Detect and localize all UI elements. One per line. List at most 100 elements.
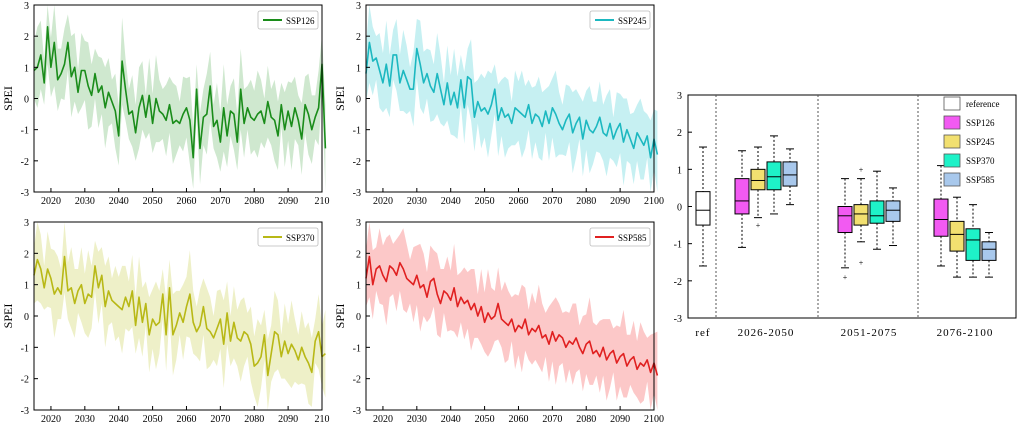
y-tick-label: 3 — [24, 218, 29, 229]
group-label: 2026-2050 — [738, 327, 795, 339]
series-line-ssp245 — [365, 41, 659, 159]
x-tick-label: 2070 — [542, 414, 562, 425]
legend: SSP126 — [257, 10, 319, 30]
x-tick-label: 2060 — [176, 196, 196, 207]
x-tick-label: 2030 — [407, 414, 427, 425]
uncertainty-band — [366, 222, 658, 410]
x-tick-label: 2040 — [109, 196, 129, 207]
x-tick-label: 2060 — [176, 414, 196, 425]
legend-box — [589, 10, 651, 30]
uncertainty-band — [34, 5, 326, 192]
y-tick-label: -2 — [353, 375, 361, 386]
y-tick-label: -3 — [674, 314, 682, 325]
y-tick-label: -3 — [21, 188, 29, 199]
box-2051-2075-SSP126: + — [837, 178, 853, 282]
y-tick-label: 0 — [24, 312, 29, 323]
y-tick-label: 2 — [24, 249, 29, 260]
x-tick-label: 2090 — [610, 414, 630, 425]
y-tick-label: 0 — [356, 95, 361, 106]
legend: SSP585 — [589, 227, 651, 247]
x-tick-label: 2090 — [610, 196, 630, 207]
y-tick-label: 2 — [677, 128, 682, 139]
y-tick-label: 3 — [356, 218, 361, 229]
box-ref-reference — [695, 146, 711, 267]
legend-label: SSP126 — [966, 118, 995, 128]
box-2076-2100-SSP585 — [981, 232, 997, 278]
box-2026-2050-SSP245: + — [750, 146, 766, 230]
legend-swatch-SSP245 — [943, 134, 961, 149]
box-body — [949, 220, 965, 252]
y-tick-label: -1 — [21, 126, 29, 137]
legend-label: SSP245 — [618, 16, 647, 26]
box-body — [734, 178, 750, 215]
y-tick-label: 1 — [24, 281, 29, 292]
legend-box — [257, 10, 319, 30]
outlier-marker: + — [843, 273, 848, 282]
y-tick-label: 2 — [356, 32, 361, 43]
x-tick-label: 2020 — [41, 196, 61, 207]
y-tick-label: -3 — [21, 406, 29, 417]
x-tick-label: 2100 — [644, 414, 664, 425]
box-2026-2050-SSP126 — [734, 150, 750, 248]
x-tick-label: 2040 — [109, 414, 129, 425]
uncertainty-band — [366, 5, 658, 192]
x-tick-label: 2050 — [143, 414, 163, 425]
x-tick-label: 2040 — [441, 196, 461, 207]
x-tick-label: 210 — [315, 414, 330, 425]
box-body — [981, 241, 997, 261]
box-body — [782, 161, 798, 187]
box-body — [766, 161, 782, 191]
y-tick-label: 2 — [24, 32, 29, 43]
x-tick-label: 2030 — [407, 196, 427, 207]
group-label: ref — [695, 327, 710, 339]
y-tick-label: 0 — [677, 203, 682, 214]
x-tick-label: 2040 — [441, 414, 461, 425]
y-tick-label: -1 — [353, 126, 361, 137]
legend-swatch-reference — [943, 96, 961, 111]
x-tick-label: 2020 — [41, 414, 61, 425]
box-2076-2100-SSP245 — [949, 196, 965, 278]
box-body — [965, 228, 981, 261]
x-tick-label: 2050 — [475, 196, 495, 207]
x-tick-label: 210 — [315, 196, 330, 207]
legend-label: SSP245 — [966, 137, 995, 147]
y-tick-label: 0 — [356, 312, 361, 323]
legend-label: SSP370 — [966, 156, 995, 166]
line-panel-ssp585: 3 2 1 0 -1 -2 -3 2020 2030 2040 2050 2060 2070 2080 20… — [333, 218, 664, 425]
box-2076-2100-SSP370 — [965, 204, 981, 278]
legend-label: SSP585 — [966, 175, 995, 185]
box-body — [853, 204, 869, 226]
box-2026-2050-SSP370 — [766, 135, 782, 215]
x-tick-label: 2020 — [373, 414, 393, 425]
x-tick-label: 2050 — [475, 414, 495, 425]
y-axis-label: SPEI — [1, 86, 15, 111]
x-tick-label: 2080 — [576, 196, 596, 207]
y-tick-label: -2 — [21, 157, 29, 168]
box-2076-2100-SSP126 — [933, 165, 949, 267]
y-tick-label: 3 — [24, 1, 29, 12]
y-tick-label: -3 — [353, 188, 361, 199]
y-tick-label: 2 — [356, 249, 361, 260]
line-panel-ssp245: 3 2 1 0 -1 -2 -3 2020 2030 2040 2050 2060 2070 2080 20… — [333, 1, 664, 207]
y-tick-label: 0 — [24, 95, 29, 106]
x-tick-label: 2070 — [210, 196, 230, 207]
legend-swatch-SSP370 — [943, 153, 961, 168]
y-axis-label: SPEI — [1, 304, 15, 329]
y-tick-label: 3 — [356, 1, 361, 12]
legend-swatch-SSP126 — [943, 115, 961, 130]
box-2051-2075-SSP585 — [885, 187, 901, 247]
group-label: 2076-2100 — [937, 327, 994, 339]
legend: SSP370 — [257, 227, 319, 247]
y-tick-label: -1 — [353, 343, 361, 354]
legend: SSP245 — [589, 10, 651, 30]
group-label: 2051-2075 — [841, 327, 898, 339]
x-tick-label: 2020 — [373, 196, 393, 207]
y-tick-label: 1 — [356, 281, 361, 292]
x-tick-label: 2080 — [244, 414, 264, 425]
series-line-ssp585 — [365, 255, 659, 376]
legend-label: SSP126 — [286, 16, 315, 26]
x-tick-label: 2100 — [644, 196, 664, 207]
